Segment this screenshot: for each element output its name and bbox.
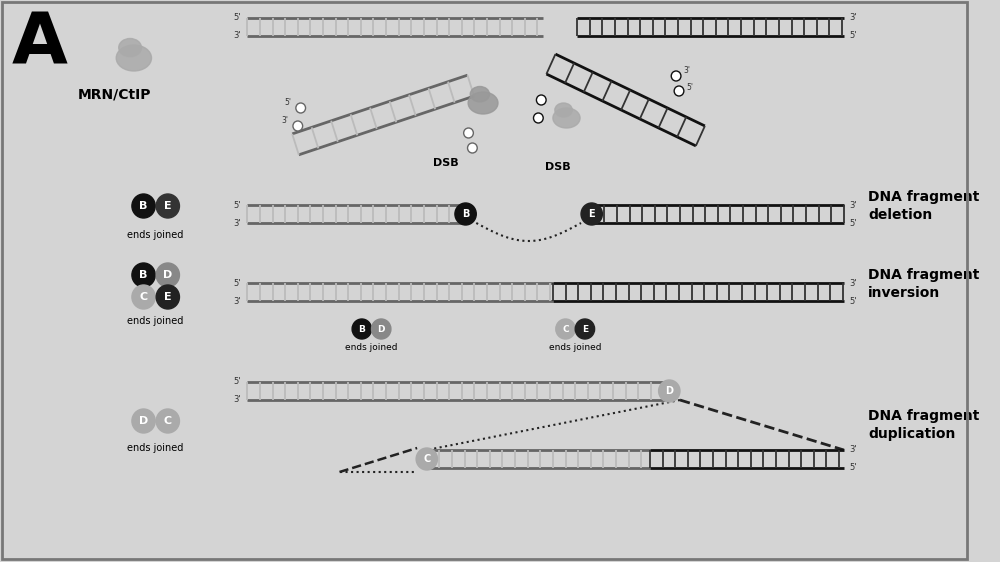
Circle shape [674, 86, 684, 96]
Text: DNA fragment
inversion: DNA fragment inversion [868, 268, 980, 300]
Text: D: D [665, 386, 673, 396]
Text: 3': 3' [233, 297, 241, 306]
Circle shape [156, 409, 179, 433]
Text: E: E [164, 201, 172, 211]
Text: C: C [139, 292, 148, 302]
Text: D: D [139, 416, 148, 426]
Circle shape [534, 113, 543, 123]
Text: 3': 3' [684, 66, 691, 75]
Circle shape [581, 203, 602, 225]
Text: C: C [423, 454, 430, 464]
Circle shape [536, 95, 546, 105]
Ellipse shape [555, 103, 572, 117]
Circle shape [156, 194, 179, 218]
Ellipse shape [116, 45, 152, 71]
Circle shape [132, 194, 155, 218]
Ellipse shape [468, 92, 498, 114]
Text: D: D [377, 324, 385, 333]
Text: 3': 3' [850, 446, 857, 455]
Text: 3': 3' [850, 279, 857, 288]
Text: C: C [164, 416, 172, 426]
Circle shape [416, 448, 437, 470]
Text: B: B [139, 201, 148, 211]
Text: 5': 5' [233, 378, 241, 387]
Circle shape [575, 319, 595, 339]
Text: B: B [358, 324, 365, 333]
Text: 5': 5' [850, 464, 857, 473]
Text: MRN/CtIP: MRN/CtIP [78, 88, 151, 102]
Ellipse shape [470, 87, 489, 102]
Text: DSB: DSB [545, 162, 571, 172]
Text: C: C [562, 324, 569, 333]
Text: ends joined: ends joined [127, 316, 183, 326]
Text: DSB: DSB [433, 158, 459, 168]
Text: D: D [163, 270, 172, 280]
Circle shape [671, 71, 681, 81]
Text: 5': 5' [284, 98, 291, 107]
Text: 5': 5' [850, 297, 857, 306]
Circle shape [132, 263, 155, 287]
Circle shape [659, 380, 680, 402]
Text: 3': 3' [233, 396, 241, 405]
Text: 5': 5' [850, 219, 857, 228]
Text: E: E [588, 209, 595, 219]
Text: 5': 5' [850, 31, 857, 40]
Circle shape [468, 143, 477, 153]
Circle shape [372, 319, 391, 339]
Circle shape [156, 263, 179, 287]
Text: DNA fragment
deletion: DNA fragment deletion [868, 190, 980, 222]
Text: 3': 3' [233, 31, 241, 40]
Text: 3': 3' [281, 116, 288, 125]
Text: 3': 3' [233, 219, 241, 228]
Text: 3': 3' [850, 13, 857, 22]
Text: 5': 5' [687, 83, 694, 92]
Text: A: A [12, 10, 68, 79]
Circle shape [296, 103, 306, 113]
Text: E: E [164, 292, 172, 302]
Text: 5': 5' [233, 279, 241, 288]
Ellipse shape [119, 39, 141, 57]
Text: B: B [462, 209, 469, 219]
Text: ends joined: ends joined [549, 343, 601, 352]
Text: ends joined: ends joined [345, 343, 398, 352]
Circle shape [455, 203, 476, 225]
Text: 5': 5' [233, 201, 241, 210]
Circle shape [556, 319, 575, 339]
Circle shape [132, 409, 155, 433]
Circle shape [132, 285, 155, 309]
Text: 3': 3' [850, 201, 857, 210]
Ellipse shape [553, 108, 580, 128]
Circle shape [293, 121, 303, 131]
Text: B: B [139, 270, 148, 280]
Text: ends joined: ends joined [127, 230, 183, 240]
Circle shape [156, 285, 179, 309]
Text: 5': 5' [233, 13, 241, 22]
Circle shape [352, 319, 372, 339]
Circle shape [464, 128, 473, 138]
Text: ends joined: ends joined [127, 443, 183, 453]
Text: E: E [582, 324, 588, 333]
Text: DNA fragment
duplication: DNA fragment duplication [868, 409, 980, 441]
